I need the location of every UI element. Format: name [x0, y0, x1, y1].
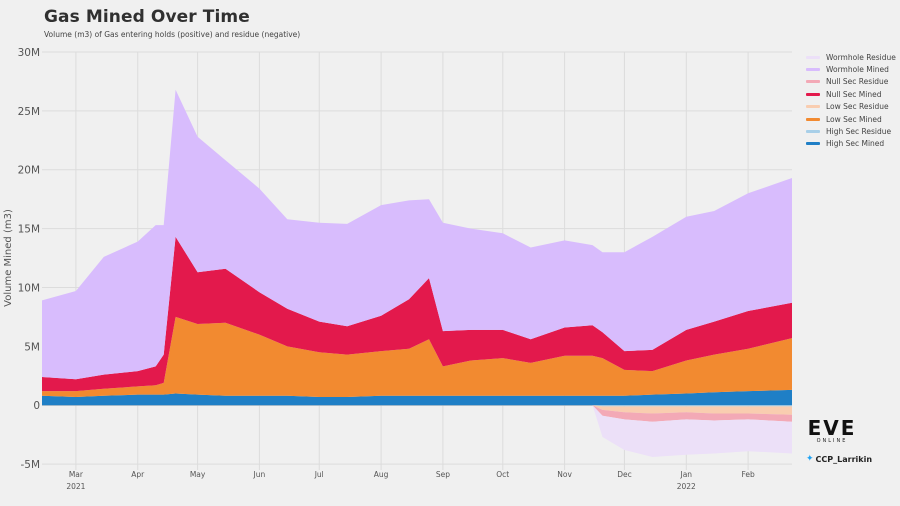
x-tick-year-label: 2021 [66, 482, 85, 491]
legend-label: Null Sec Mined [826, 89, 882, 99]
legend-swatch [806, 68, 820, 72]
y-axis-label: Volume Mined (m3) [3, 209, 14, 307]
x-tick-label: May [190, 470, 206, 479]
x-tick-label: Jun [253, 470, 266, 479]
legend-item[interactable]: Wormhole Mined [806, 63, 896, 75]
twitter-handle-text: CCP_Larrikin [815, 454, 873, 464]
x-tick-label: Aug [374, 470, 389, 479]
y-tick-label: 25M [18, 106, 40, 118]
y-tick-label: 10M [18, 282, 40, 294]
legend-swatch [806, 55, 820, 59]
legend-item[interactable]: High Sec Residue [806, 125, 896, 137]
area-low-sec-mined [42, 316, 792, 397]
legend-item[interactable]: Null Sec Residue [806, 76, 896, 88]
legend-swatch [806, 92, 820, 96]
legend-item[interactable]: Null Sec Mined [806, 88, 896, 100]
x-tick-label: Nov [557, 470, 572, 479]
twitter-bird-icon: ✦ [806, 454, 814, 464]
area-high-sec-residue [42, 405, 792, 407]
logo-subtext: ONLINE [816, 438, 848, 444]
logo-mark: EVE [807, 416, 857, 440]
legend-swatch [806, 117, 820, 121]
y-tick-label: 0 [33, 400, 40, 412]
legend-label: Low Sec Residue [826, 102, 889, 112]
x-tick-label: Feb [741, 470, 755, 479]
area-null-sec-residue [42, 405, 792, 422]
x-tick-label: Dec [617, 470, 632, 479]
x-tick-year-label: 2022 [677, 482, 696, 491]
area-high-sec-mined [42, 389, 792, 406]
area-low-sec-residue [42, 405, 792, 415]
legend-swatch [806, 142, 820, 146]
legend-label: Wormhole Mined [826, 65, 889, 75]
y-tick-label: 20M [18, 165, 40, 177]
x-tick-label: Mar [69, 470, 84, 479]
area-null-sec-mined [42, 236, 792, 392]
x-tick-label: Apr [131, 470, 145, 479]
chart-subtitle: Volume (m3) of Gas entering holds (posit… [44, 30, 301, 39]
y-axis: -5M 0 5M 10M 15M 20M 25M 30M [18, 47, 40, 471]
x-tick-label: Jan [680, 470, 693, 479]
legend-label: Wormhole Residue [826, 52, 896, 62]
area-series [42, 89, 792, 457]
y-tick-label: 5M [24, 341, 40, 353]
y-tick-label: 30M [18, 47, 40, 59]
x-tick-label: Sep [436, 470, 450, 479]
legend-label: Low Sec Mined [826, 114, 882, 124]
x-axis: Mar 2021 Apr May Jun Jul Aug Sep Oct Nov Dec Jan 202… [66, 470, 755, 491]
legend-item[interactable]: High Sec Mined [806, 138, 896, 150]
legend-swatch [806, 105, 820, 109]
twitter-handle[interactable]: ✦ CCP_Larrikin [806, 454, 872, 464]
legend-label: High Sec Mined [826, 139, 885, 149]
y-tick-label: -5M [20, 459, 40, 471]
chart-title: Gas Mined Over Time [44, 7, 250, 27]
area-wormhole-mined [42, 89, 792, 380]
legend-item[interactable]: Low Sec Residue [806, 101, 896, 113]
y-tick-label: 15M [18, 224, 40, 236]
x-tick-label: Oct [496, 470, 509, 479]
legend-item[interactable]: Low Sec Mined [806, 113, 896, 125]
x-tick-label: Jul [314, 470, 324, 479]
eve-online-logo: EVE ONLINE [803, 418, 861, 444]
legend-swatch [806, 80, 820, 84]
area-wormhole-residue [42, 405, 792, 457]
legend-swatch [806, 130, 820, 134]
legend-item[interactable]: Wormhole Residue [806, 51, 896, 63]
chart-legend: Wormhole Residue Wormhole Mined Null Sec R… [806, 51, 896, 150]
legend-label: Null Sec Residue [826, 77, 889, 87]
legend-label: High Sec Residue [826, 127, 892, 137]
